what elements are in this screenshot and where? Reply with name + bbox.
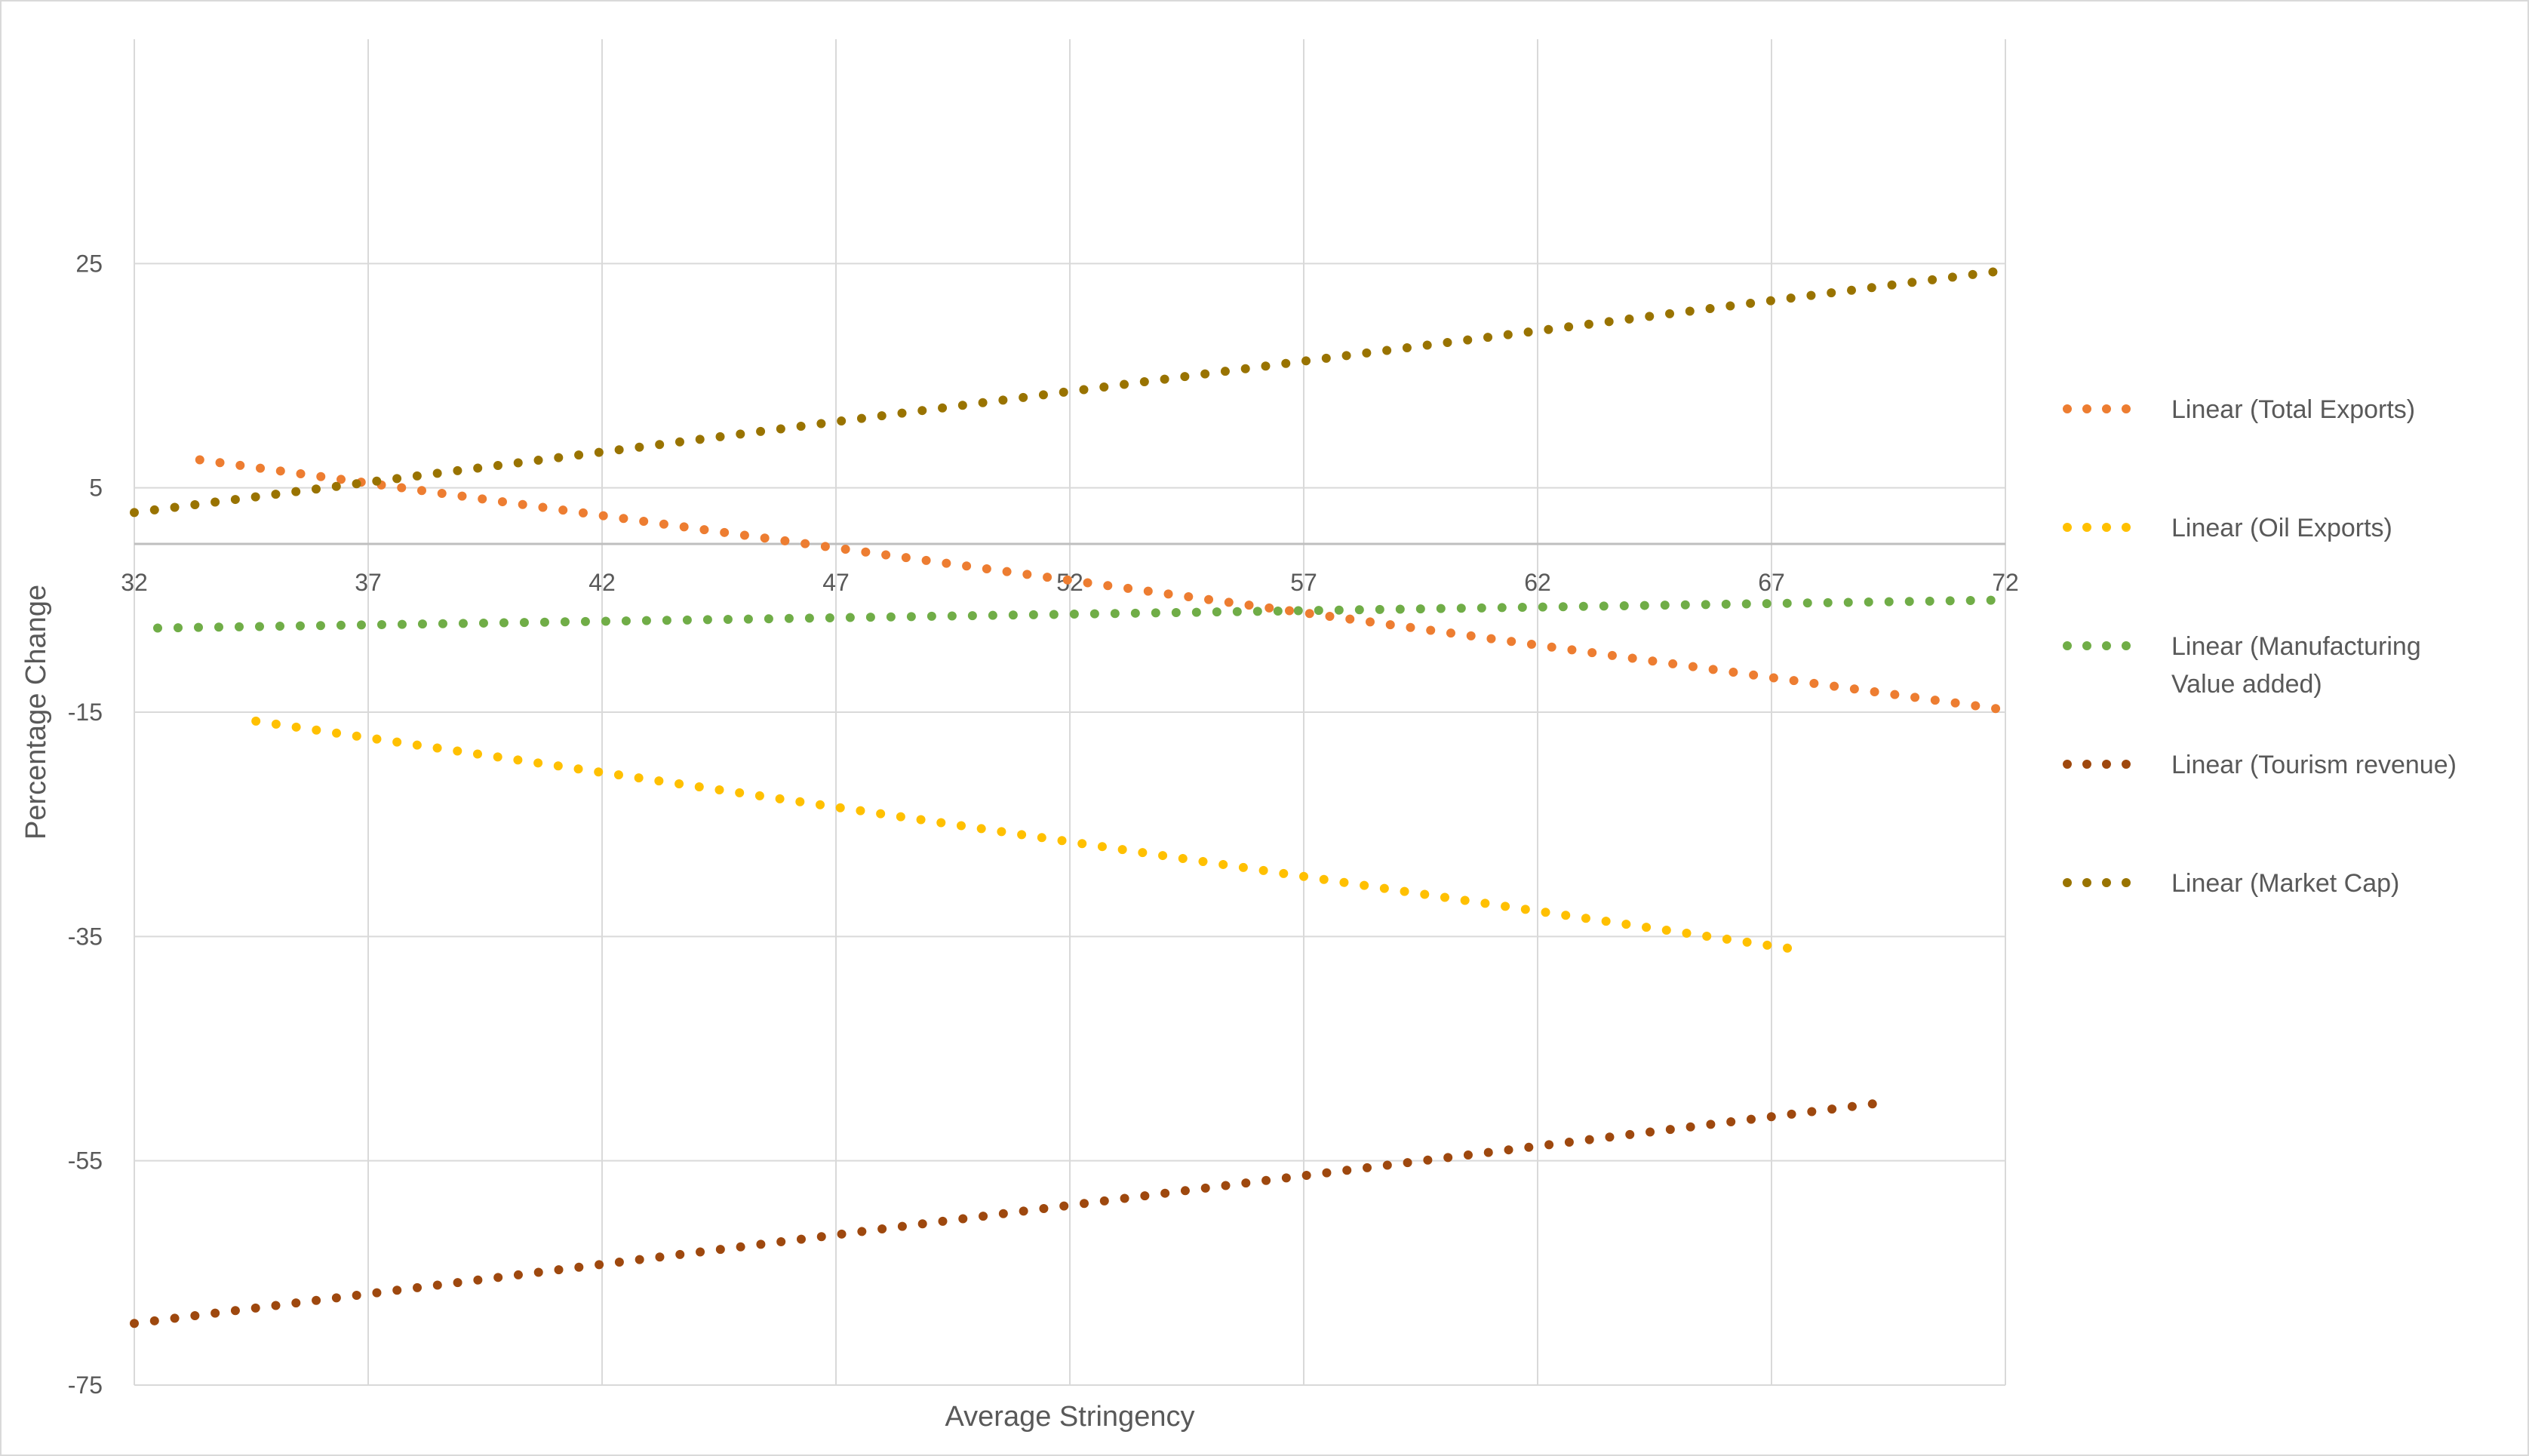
legend-label-5: Linear (Market Cap) <box>2171 869 2399 898</box>
x-tick-label: 32 <box>121 569 148 596</box>
y-tick-label: -75 <box>68 1372 103 1399</box>
series-layer <box>130 266 2010 1329</box>
x-tick-label: 62 <box>1524 569 1551 596</box>
series-line-3 <box>153 595 2010 633</box>
legend-label-2: Linear (Oil Exports) <box>2171 514 2392 542</box>
y-tick-label: 5 <box>89 475 103 502</box>
series-line-1 <box>195 455 2010 714</box>
y-tick-labels: 25 5 -15 -35 -55 -75 <box>68 250 103 1399</box>
legend: Linear (Total Exports) Linear (Oil Export… <box>2063 395 2457 898</box>
y-tick-label: -15 <box>68 699 103 726</box>
x-tick-label: 57 <box>1290 569 1317 596</box>
horizontal-gridlines <box>134 263 2005 1386</box>
series-line-4 <box>130 1098 1888 1329</box>
x-tick-label: 67 <box>1758 569 1785 596</box>
series-line-5 <box>130 266 2010 518</box>
x-axis-title: Average Stringency <box>945 1401 1195 1433</box>
x-tick-label: 72 <box>1992 569 2019 596</box>
x-tick-labels: 32 37 42 47 52 57 62 67 72 <box>121 569 2019 596</box>
series-line-2 <box>251 716 1805 955</box>
y-axis-title: Percentage Change <box>20 585 52 840</box>
x-tick-label: 42 <box>588 569 616 596</box>
legend-label-4: Linear (Tourism revenue) <box>2171 751 2457 779</box>
x-tick-label: 37 <box>355 569 382 596</box>
x-tick-label: 47 <box>822 569 850 596</box>
y-tick-label: -55 <box>68 1147 103 1175</box>
y-tick-label: -35 <box>68 923 103 950</box>
y-tick-label: 25 <box>75 250 103 277</box>
legend-label-3: Linear (Manufacturing Value added) <box>2171 632 2421 699</box>
legend-label-1: Linear (Total Exports) <box>2171 395 2415 424</box>
